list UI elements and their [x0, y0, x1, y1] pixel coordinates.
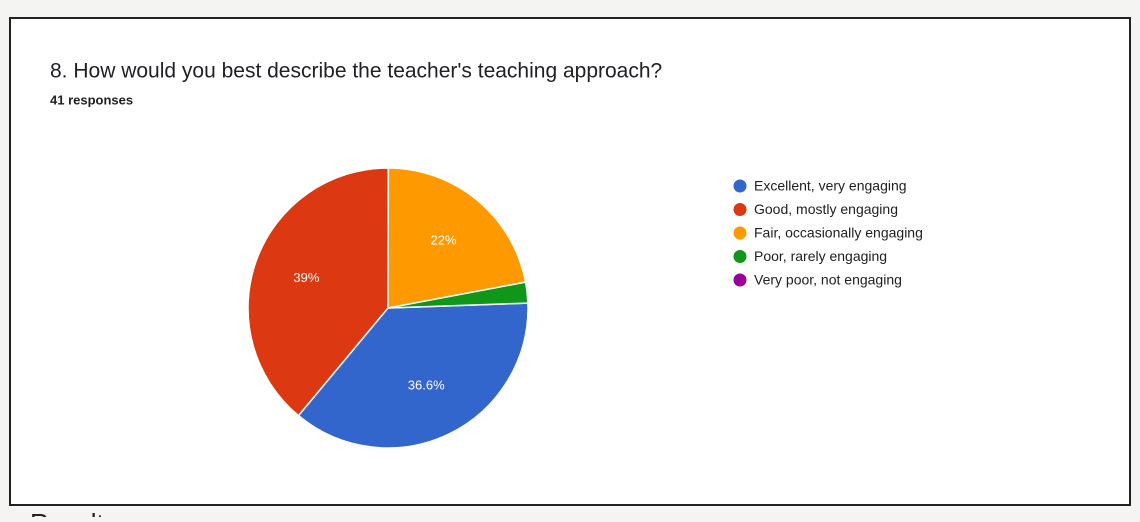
results-heading: Results: [30, 508, 117, 517]
legend-swatch: [733, 273, 747, 287]
pie-slice: [297, 302, 529, 449]
legend-label: Very poor, not engaging: [754, 272, 902, 288]
legend-label: Excellent, very engaging: [754, 178, 907, 194]
card: [9, 17, 1131, 506]
legend-swatch: [733, 226, 747, 240]
pie-slice: [387, 167, 527, 309]
slice-label: 22%: [430, 233, 456, 248]
legend-label: Good, mostly engaging: [754, 201, 898, 217]
legend-swatch: [733, 179, 747, 193]
slice-label: 36.6%: [408, 377, 445, 392]
chart-title: 8. How would you best describe the teach…: [50, 60, 662, 83]
pie-slice: [387, 281, 529, 309]
legend-swatch: [733, 250, 747, 263]
legend-label: Poor, rarely engaging: [754, 248, 887, 264]
pie-slice: [247, 167, 390, 417]
legend-label: Fair, occasionally engaging: [754, 225, 923, 241]
legend-swatch: [733, 203, 747, 216]
chart-subtitle: 41 responses: [50, 92, 133, 107]
slice-label: 39%: [293, 270, 319, 285]
